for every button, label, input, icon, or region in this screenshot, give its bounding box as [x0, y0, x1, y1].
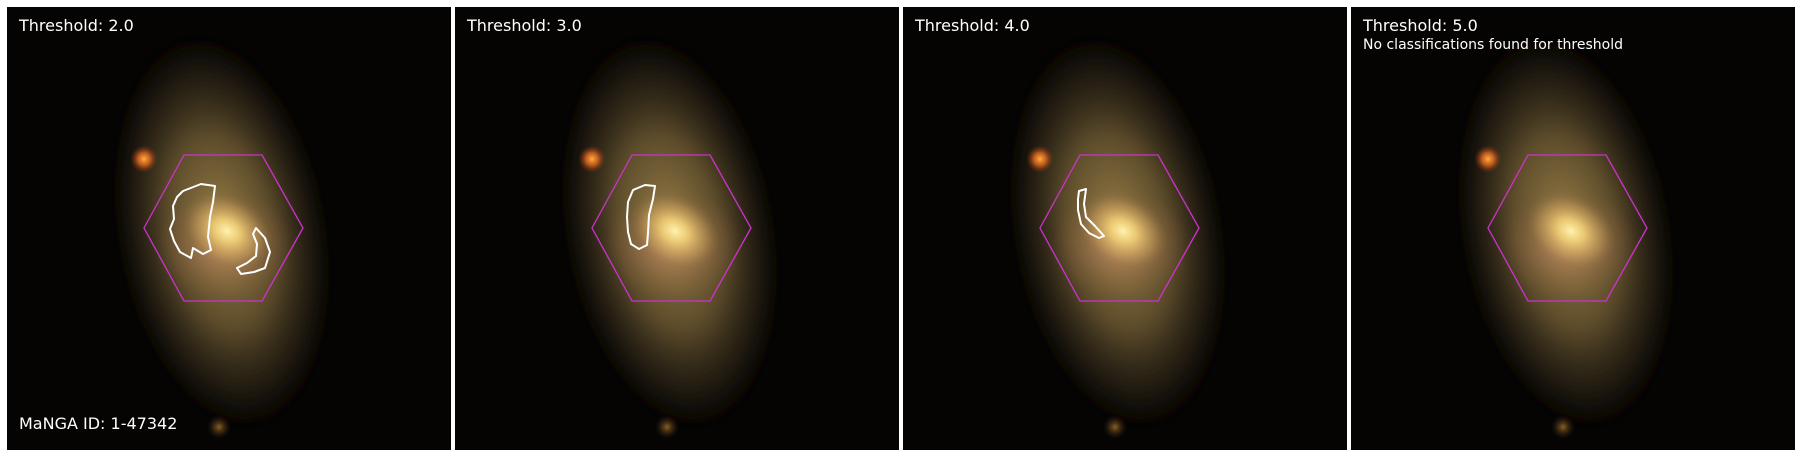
faint-source [655, 415, 679, 439]
galaxy-image-4 [1351, 7, 1795, 450]
ifu-hexagon [591, 154, 752, 302]
galaxy-core [1077, 191, 1169, 271]
ifu-hexagon [143, 154, 304, 302]
classification-contour [169, 183, 216, 259]
foreground-star [1474, 145, 1502, 173]
threshold-panel-2: Threshold: 3.0 [455, 7, 899, 450]
threshold-panel-1: Threshold: 2.0 MaNGA ID: 1-47342 [7, 7, 451, 450]
faint-source [207, 415, 231, 439]
faint-source [1103, 415, 1127, 439]
faint-source [1551, 415, 1575, 439]
galaxy-core [629, 191, 721, 271]
galaxy-image-3 [903, 7, 1347, 450]
classification-contour [626, 184, 656, 250]
manga-id-label: MaNGA ID: 1-47342 [19, 414, 178, 433]
foreground-star [130, 145, 158, 173]
foreground-star [578, 145, 606, 173]
classification-contour [1077, 188, 1105, 239]
threshold-label: Threshold: 3.0 [467, 16, 582, 35]
galaxy-image-2 [455, 7, 899, 450]
threshold-label: Threshold: 4.0 [915, 16, 1030, 35]
foreground-star [1026, 145, 1054, 173]
galaxy-core [1525, 191, 1617, 271]
no-classifications-note: No classifications found for threshold [1363, 37, 1623, 53]
galaxy-core [181, 191, 273, 271]
threshold-label: Threshold: 5.0 [1363, 16, 1478, 35]
threshold-panel-4: Threshold: 5.0 No classifications found … [1351, 7, 1795, 450]
threshold-panel-3: Threshold: 4.0 [903, 7, 1347, 450]
ifu-hexagon [1039, 154, 1200, 302]
classification-contour [236, 227, 271, 275]
galaxy-image-1 [7, 7, 451, 450]
ifu-hexagon [1487, 154, 1648, 302]
threshold-label: Threshold: 2.0 [19, 16, 134, 35]
